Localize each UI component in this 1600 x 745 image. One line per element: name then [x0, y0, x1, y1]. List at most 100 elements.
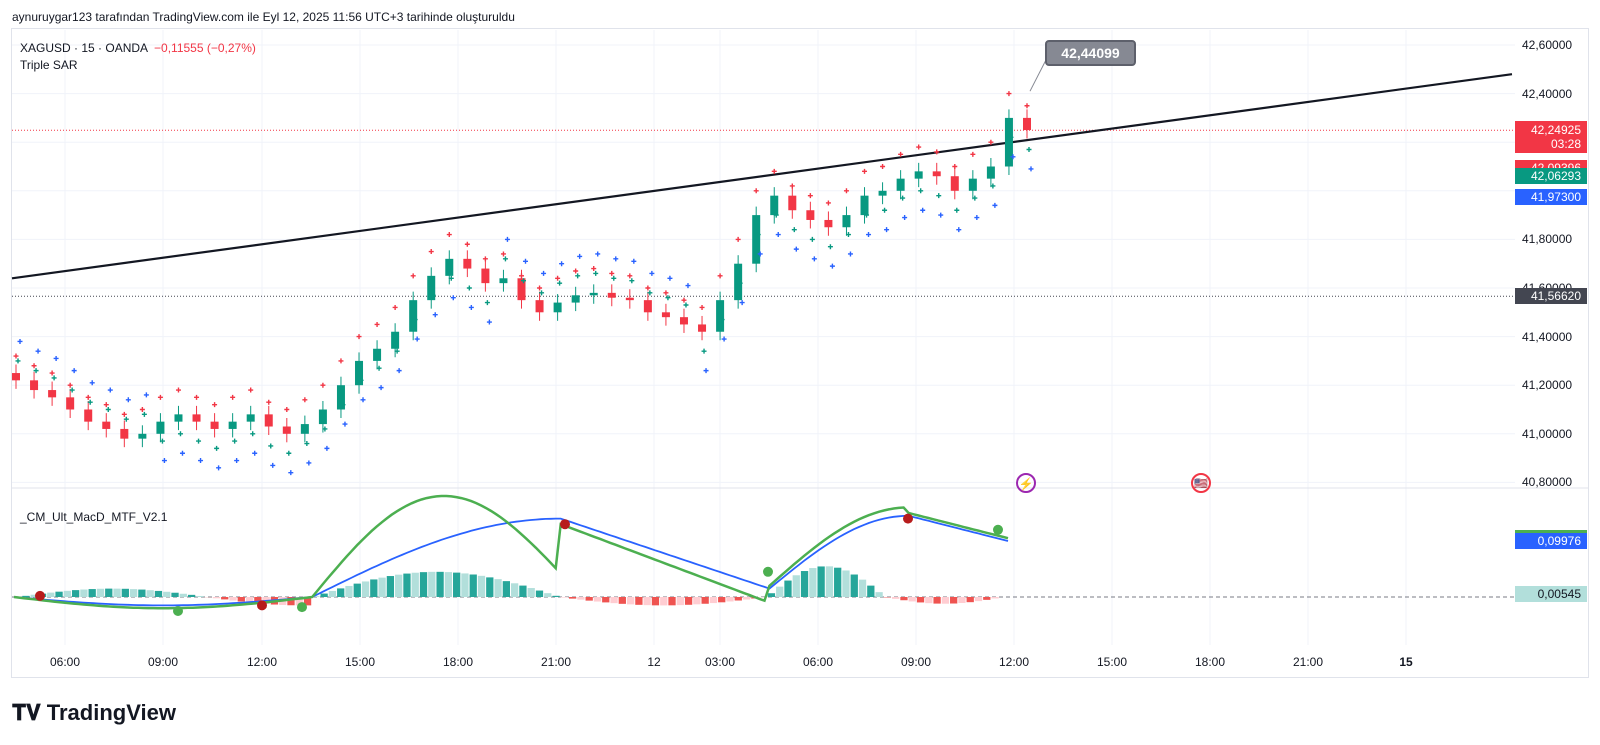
macd-histogram-bar — [419, 572, 428, 597]
sar-cross — [681, 297, 687, 303]
sar-cross — [89, 380, 95, 386]
macd-histogram-bar — [900, 597, 908, 601]
sar-cross — [900, 195, 906, 201]
macd-histogram-bar — [511, 583, 519, 597]
price-tag: 42,06293 — [1515, 167, 1587, 184]
macd-histogram-bar — [933, 597, 941, 604]
sar-cross — [539, 290, 545, 296]
sar-cross — [719, 317, 725, 323]
sar-cross — [934, 149, 940, 155]
sar-cross — [631, 258, 637, 264]
indicator-name[interactable]: Triple SAR — [20, 58, 78, 72]
candle-body — [770, 195, 779, 216]
price-axis-label: 40,80000 — [1522, 475, 1573, 490]
macd-histogram-bar — [527, 588, 535, 597]
tradingview-logo[interactable]: 𝐓𝐕 TradingView — [12, 700, 176, 725]
macd-histogram-bar — [303, 597, 312, 606]
macd-signal-line — [13, 514, 1009, 607]
candle-body — [553, 302, 562, 313]
macd-histogram-bar — [718, 597, 726, 603]
sar-cross — [771, 168, 777, 174]
symbol-legend[interactable]: XAGUSD · 15 · OANDA −0,11555 (−0,27%) Tri… — [20, 40, 256, 74]
candle-body — [318, 409, 327, 425]
sar-cross — [252, 450, 258, 456]
sar-cross — [952, 164, 958, 169]
candle-body — [102, 421, 111, 429]
macd-legend[interactable]: _CM_Ult_MacD_MTF_V2.1 — [20, 510, 168, 524]
sar-cross — [864, 212, 870, 218]
sar-cross — [988, 139, 994, 145]
sar-cross — [286, 450, 292, 456]
macd-value-tag: 0,09976 — [1515, 533, 1587, 550]
macd-histogram-bar — [121, 588, 129, 597]
sar-cross — [67, 382, 73, 388]
sar-cross — [629, 278, 635, 284]
sar-cross — [1024, 103, 1030, 109]
macd-histogram-bar — [494, 579, 502, 597]
sar-cross — [609, 270, 615, 276]
chart-caption: aynuruygar123 tarafından TradingView.com… — [12, 10, 515, 24]
sar-cross — [519, 273, 524, 279]
candle-body — [445, 258, 454, 276]
lightning-event-icon[interactable]: ⚡ — [1016, 473, 1036, 493]
sar-cross — [69, 387, 75, 393]
sar-cross — [266, 399, 272, 405]
time-axis-label: 12:00 — [998, 655, 1030, 669]
macd-histogram-bar — [709, 597, 718, 604]
macd-histogram-bar — [585, 597, 593, 601]
macd-histogram-bar — [676, 597, 684, 606]
sar-cross — [322, 426, 328, 432]
sar-cross — [71, 368, 77, 374]
macd-histogram-bar — [113, 588, 121, 597]
sar-cross — [577, 253, 583, 259]
sar-cross — [410, 273, 416, 279]
sar-cross — [105, 407, 111, 412]
sar-cross — [288, 470, 294, 476]
candle-body — [625, 297, 634, 301]
sar-cross — [194, 394, 200, 400]
macd-histogram-bar — [47, 592, 55, 597]
sar-cross — [430, 292, 436, 298]
sar-cross — [324, 445, 330, 451]
macd-histogram-bar — [179, 593, 187, 597]
macd-histogram-bar — [916, 597, 925, 603]
sar-cross — [320, 382, 326, 388]
sar-cross — [1006, 91, 1012, 97]
sar-cross — [13, 353, 19, 359]
us-flag-event-icon[interactable]: 🇺🇸 — [1191, 473, 1211, 493]
sar-cross — [699, 304, 705, 310]
sar-cross — [791, 227, 797, 233]
sar-cross — [755, 232, 761, 238]
macd-histogram-bar — [88, 589, 96, 597]
sar-cross — [663, 290, 669, 296]
sar-cross — [107, 387, 113, 393]
sar-cross — [753, 188, 759, 194]
macd-histogram-bar — [693, 597, 701, 605]
sar-cross — [125, 397, 131, 403]
candle-body — [643, 300, 652, 313]
macd-histogram-bar — [651, 597, 660, 606]
price-callout[interactable]: 42,44099 — [1045, 40, 1136, 66]
macd-histogram-bar — [544, 593, 552, 597]
symbol-name[interactable]: XAGUSD · 15 · OANDA — [20, 41, 149, 55]
candle-body — [914, 171, 923, 179]
sar-cross — [157, 394, 163, 400]
macd-histogram-bar — [337, 588, 345, 597]
sar-cross — [428, 249, 434, 255]
macd-histogram-bar — [312, 596, 320, 597]
sar-cross — [920, 207, 926, 213]
candle-body — [391, 331, 400, 349]
sar-cross — [916, 144, 922, 150]
macd-histogram-bar — [428, 571, 436, 597]
candle-body — [246, 414, 255, 422]
sar-cross — [396, 368, 402, 374]
macd-histogram-bar — [925, 597, 933, 604]
macd-histogram-bar — [154, 590, 163, 597]
macd-cross-marker — [560, 519, 570, 530]
sar-cross — [847, 251, 853, 257]
macd-histogram-bar — [163, 591, 171, 597]
candle-body — [571, 295, 580, 303]
time-axis-label: 06:00 — [802, 655, 834, 669]
macd-histogram-bar — [726, 597, 734, 602]
